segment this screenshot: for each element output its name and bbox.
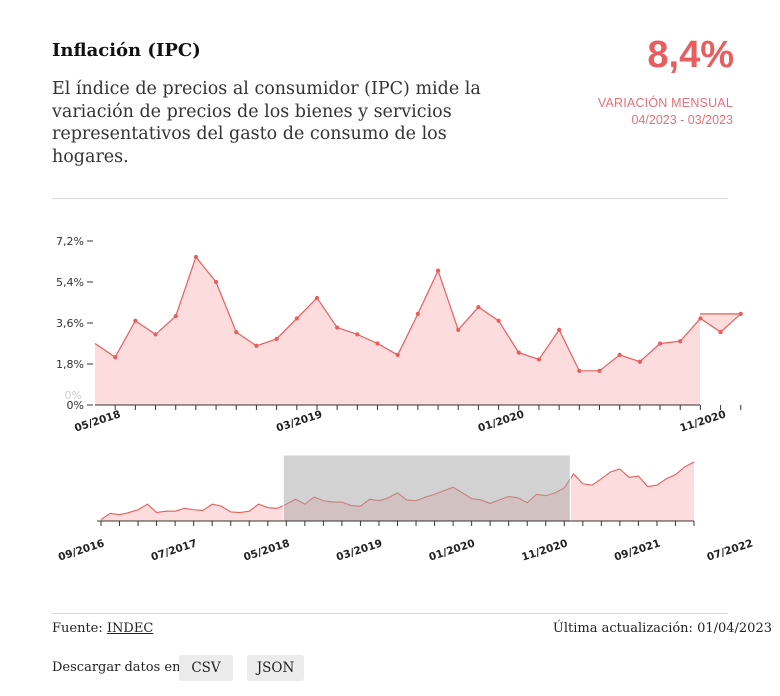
headline-period: 04/2023 - 03/2023	[631, 113, 733, 127]
x-tick-label: 11/2020	[678, 408, 727, 434]
download-json-button[interactable]: JSON	[247, 655, 304, 681]
download-label: Descargar datos en:	[52, 660, 185, 675]
data-point-05/2019	[355, 332, 360, 337]
data-point-06/2019	[375, 341, 380, 346]
focus-line	[94, 255, 743, 372]
data-point-10/2019	[456, 327, 461, 332]
x-tick-label: 01/2020	[477, 408, 526, 434]
focus-area	[95, 256, 741, 405]
y-tick-ghost-label: 0%	[65, 389, 82, 402]
data-point-09/2019	[435, 268, 441, 273]
x-tick-label: 05/2018	[73, 408, 122, 434]
context-tick-label: 09/2021	[613, 537, 662, 563]
source: Fuente: INDEC	[52, 621, 153, 636]
data-point-12/2020	[738, 311, 743, 316]
context-tick-label: 11/2020	[520, 537, 569, 563]
data-point-05/2020	[597, 368, 602, 373]
source-label: Fuente:	[52, 621, 103, 636]
data-point-11/2020	[718, 330, 723, 335]
chart-svg: 0%1,8%3,6%5,4%7,2%0%05/2018 03/2019 01/202…	[56, 235, 754, 564]
headline-value: 8,4%	[647, 34, 734, 76]
data-point-10/2018	[213, 279, 219, 285]
data-point-06/2020	[617, 352, 622, 357]
context-tick-label: 03/2019	[335, 537, 384, 563]
headline-label: VARIACIÓN MENSUAL	[597, 96, 733, 110]
data-point-11/2018	[234, 330, 239, 335]
data-point-03/2019	[314, 295, 320, 301]
footer-divider	[52, 613, 728, 614]
context-tick-label: 01/2020	[428, 537, 477, 563]
data-point-08/2018	[173, 314, 178, 319]
data-point-06/2018	[133, 318, 138, 323]
x-tick-label: 03/2019	[275, 408, 324, 434]
y-tick-label: 5,4%	[56, 276, 84, 289]
data-point-05/2018	[113, 355, 118, 360]
download-csv-button[interactable]: CSV	[179, 655, 233, 681]
brush-selection	[282, 454, 571, 522]
data-point-04/2020	[577, 368, 582, 373]
data-point-09/2018	[193, 254, 198, 260]
context-tick-label: 07/2022	[705, 537, 754, 563]
data-point-08/2020	[657, 341, 663, 346]
data-point-10/2020	[698, 316, 703, 321]
y-tick-label: 7,2%	[56, 235, 84, 248]
data-point-12/2019	[496, 318, 501, 323]
data-point-01/2020	[516, 350, 521, 355]
data-point-02/2019	[294, 316, 299, 321]
y-tick-label: 0%	[67, 399, 84, 412]
data-point-09/2020	[678, 339, 683, 344]
data-point-12/2018	[254, 343, 259, 348]
chart-title: Inflación (IPC)	[52, 40, 201, 61]
header-divider	[52, 198, 728, 199]
context-tick-label: 07/2017	[150, 537, 199, 563]
y-tick-label: 1,8%	[56, 358, 84, 371]
chart-description: El índice de precios al consumidor (IPC)…	[52, 79, 481, 167]
data-point-07/2018	[153, 332, 158, 337]
data-point-11/2019	[476, 304, 481, 310]
data-point-02/2020	[536, 357, 542, 362]
context-tick-label: 05/2018	[242, 537, 291, 563]
data-point-08/2019	[415, 311, 420, 316]
y-tick-label: 3,6%	[56, 317, 84, 330]
data-point-04/2019	[335, 325, 340, 330]
last-updated: Última actualización: 01/04/2023	[552, 621, 772, 636]
data-point-03/2020	[557, 327, 562, 332]
source-link[interactable]: INDEC	[106, 621, 154, 636]
data-point-07/2019	[395, 352, 400, 357]
context-tick-label: 09/2016	[57, 537, 106, 563]
data-point-07/2020	[637, 359, 642, 364]
data-point-01/2019	[274, 336, 279, 342]
